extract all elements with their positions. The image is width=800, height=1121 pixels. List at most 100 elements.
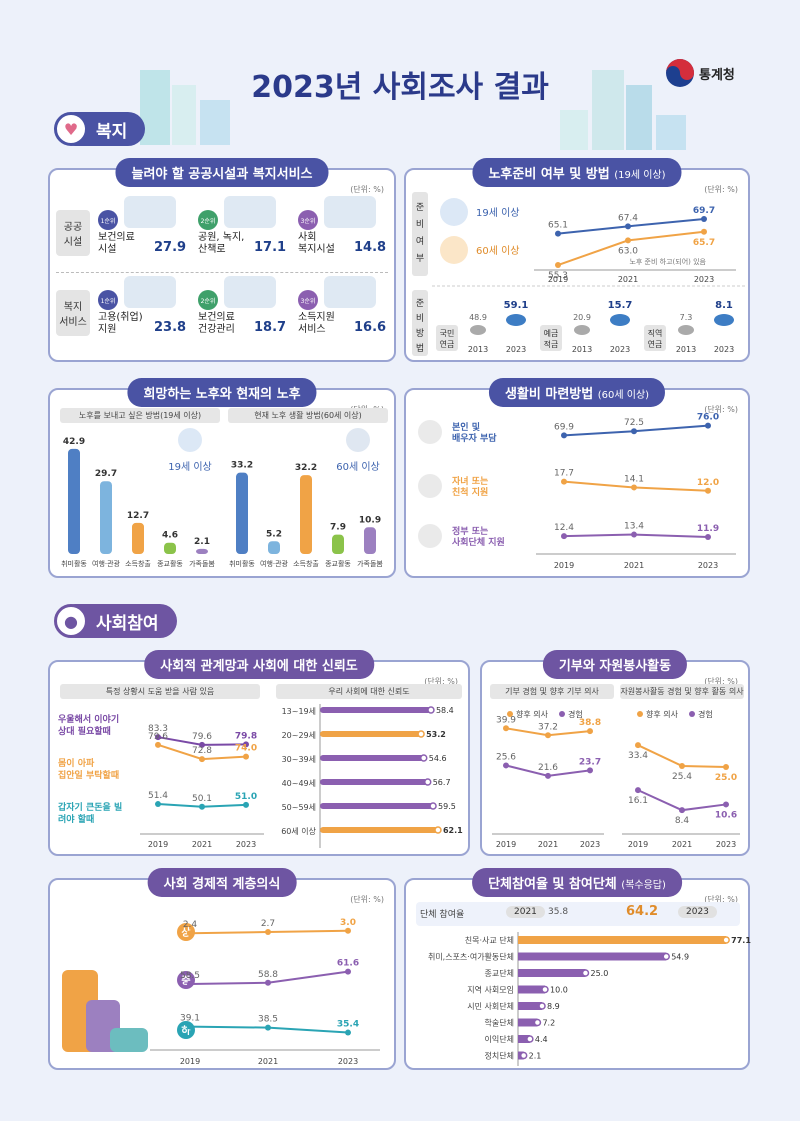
coin-stack-2023 <box>610 314 630 326</box>
class-series-label: 2.7 <box>261 919 275 929</box>
group-category: 시민 사회단체 <box>467 1001 514 1011</box>
podium-low <box>110 1028 148 1052</box>
group-value: 8.9 <box>547 1002 560 1011</box>
trust-age-label: 30~39세 <box>282 755 316 764</box>
prep-60-label: 63.0 <box>618 246 638 256</box>
give-exp-point <box>587 767 593 774</box>
group-category: 지역 사회모임 <box>467 985 514 995</box>
trust-panel: 사회적 관계망과 사회에 대한 신뢰도 (단위: %) 특정 상황시 도움 받을… <box>48 650 470 856</box>
group-value: 54.9 <box>671 953 689 962</box>
trust-series-point <box>243 741 249 748</box>
living-series-name: 정부 또는 <box>452 525 488 537</box>
living-cost-title: 생활비 마련방법 (60세 이상) <box>488 378 666 407</box>
facility-value: 16.6 <box>354 320 387 335</box>
method-2013-value: 48.9 <box>469 313 487 322</box>
facility-row-label: 공공 시설 <box>56 210 90 256</box>
trust-series-name: 우울해서 이야기 <box>58 713 119 725</box>
unit-label: (단위: %) <box>704 405 738 414</box>
class-title: 사회 경제적 계층의식 <box>147 868 297 897</box>
living-series-point <box>705 487 711 494</box>
hope-retire-chart: 42.9 취미활동 29.7 여행·관광 12.7 소득창출 4.6 종교활동 2.1 가족돌봄 3… <box>61 428 383 568</box>
class-year-tick: 2023 <box>338 1057 358 1066</box>
vol-intent-label: 33.4 <box>628 751 648 761</box>
person-19-icon <box>440 198 468 226</box>
prep-19-label: 67.4 <box>618 213 638 223</box>
group-bar <box>518 952 667 961</box>
group-rate-label: 단체 참여율 <box>420 910 465 920</box>
method-label-box <box>644 325 666 351</box>
class-series-label: 58.5 <box>180 971 200 981</box>
bar-19 <box>68 448 80 554</box>
side-label-char: 준 <box>416 298 424 309</box>
group-category: 학술단체 <box>485 1018 514 1028</box>
trust-series-point <box>155 734 161 741</box>
class-series-point <box>265 929 271 935</box>
side-label-box <box>412 290 428 356</box>
trust-age-bar-end <box>419 754 428 762</box>
class-series-label: 3.0 <box>340 918 356 928</box>
method-year: 2013 <box>468 345 488 354</box>
group-value: 10.0 <box>550 986 568 995</box>
trust-series-label: 72.8 <box>192 746 212 756</box>
prep-19-point <box>555 230 561 237</box>
vol-exp-label: 10.6 <box>715 810 737 820</box>
trust-age-bar <box>320 779 428 785</box>
vol-exp-line <box>637 789 727 812</box>
bar-19-label: 2.1 <box>194 537 210 547</box>
trust-year-tick: 2021 <box>192 840 212 849</box>
trust-series-point <box>243 801 249 808</box>
prep-60-point <box>625 237 631 244</box>
page-title: 2023년 사회조사 결과 <box>251 70 549 105</box>
living-series-name: 친척 지원 <box>452 486 488 498</box>
living-series-name: 자녀 또는 <box>452 475 488 487</box>
group-value-2021: 35.8 <box>548 907 569 917</box>
bar-19-label: 29.7 <box>95 469 117 479</box>
trust-age-bar <box>320 707 431 713</box>
group-value: 4.4 <box>535 1035 548 1044</box>
group-value: 7.2 <box>542 1019 555 1028</box>
bar-60-label: 5.2 <box>266 529 282 539</box>
trust-age-bar-end <box>429 802 437 810</box>
facilities-title: 늘려야 할 공공시설과 복지서비스 <box>115 158 329 187</box>
give-exp-label: 23.7 <box>579 757 601 767</box>
class-series-point <box>265 979 271 986</box>
group-bar <box>518 969 586 977</box>
donation-panel: 기부와 자원봉사활동 (단위: %) 기부 경험 및 향후 기부 의사 자원봉사… <box>480 650 750 856</box>
donation-chart: 향후 의사 경험 향후 의사 경험 39.9 37.2 38.8 25.6 21.6 23.7 33… <box>492 709 740 849</box>
method-name: 적금 <box>544 339 559 349</box>
living-series-label: 76.0 <box>697 413 719 423</box>
trust-series-point <box>155 741 161 748</box>
trust-age-label: 60세 이상 <box>281 826 316 836</box>
bar-60-category: 소득창출 <box>293 559 319 568</box>
section-social-header: ● 사회참여 <box>54 604 177 638</box>
group-category: 종교단체 <box>485 968 514 978</box>
facility-row-label: 복지 서비스 <box>56 290 90 336</box>
legend-intent: 향후 의사 <box>646 709 679 719</box>
group-bar <box>518 1002 543 1010</box>
trust-title: 사회적 관계망과 사회에 대한 신뢰도 <box>144 650 374 679</box>
living-series-point <box>561 432 567 439</box>
side-label-char: 방 <box>416 328 424 339</box>
group-value: 77.1 <box>731 936 751 945</box>
method-label-box <box>436 325 458 351</box>
group-bar <box>518 1018 538 1027</box>
give-exp-point <box>503 762 509 769</box>
prep-19-point <box>625 223 631 230</box>
living-icon <box>418 420 442 444</box>
group-bar <box>518 936 727 944</box>
person-60-icon <box>440 236 468 264</box>
bar-60-category: 가족돌봄 <box>357 559 383 568</box>
trust-series-point <box>243 753 249 760</box>
trust-series-label: 83.3 <box>148 724 168 734</box>
facility-name: 공원, 녹지, 산책로 <box>198 232 245 255</box>
donation-sub1: 기부 경험 및 향후 기부 의사 <box>490 684 614 699</box>
group-value: 2.1 <box>529 1052 542 1061</box>
legend-exp-dot <box>689 711 695 717</box>
method-name: 연금 <box>440 340 455 349</box>
prep-year-tick: 2019 <box>548 275 568 284</box>
trust-series-label: 79.6 <box>192 732 212 742</box>
rank-badge: 2순위 <box>198 290 218 310</box>
living-series-point <box>561 478 567 485</box>
trust-year-tick: 2023 <box>236 840 256 849</box>
hope-sub1: 노후를 보내고 싶은 방법(19세 이상) <box>60 408 220 423</box>
